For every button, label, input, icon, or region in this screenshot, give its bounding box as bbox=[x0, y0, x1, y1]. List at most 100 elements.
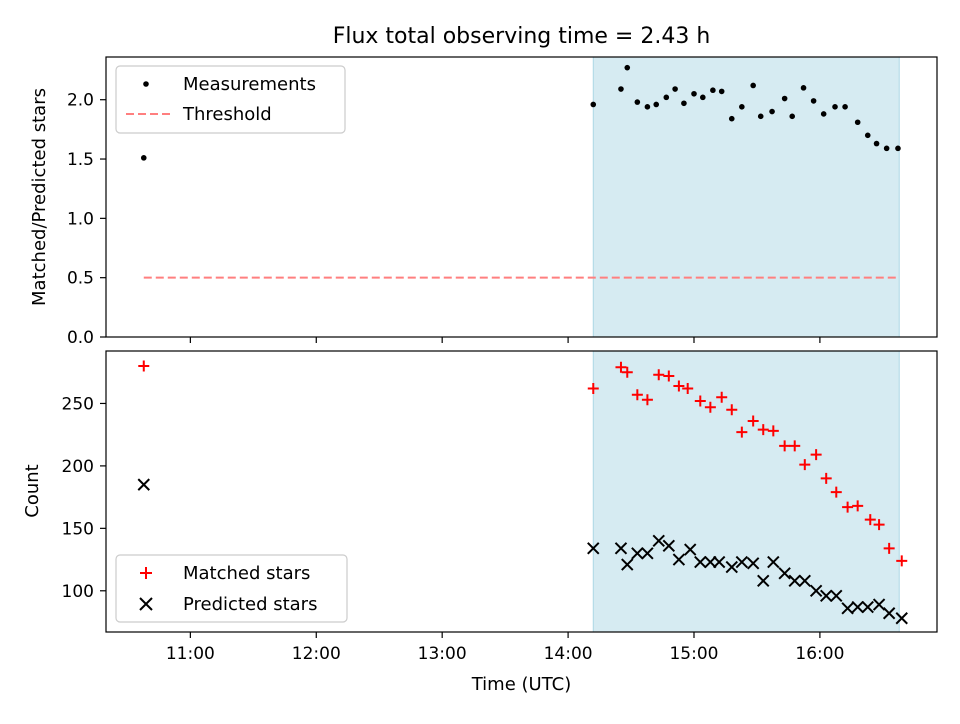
measurement-point bbox=[864, 132, 871, 139]
predicted-star-point bbox=[672, 553, 686, 566]
x-tick-label: 12:00 bbox=[292, 644, 341, 664]
measurement-point bbox=[672, 86, 678, 92]
matched-star-point bbox=[694, 395, 706, 407]
predicted-star-point bbox=[641, 547, 654, 560]
predicted-star-point bbox=[778, 567, 791, 580]
measurement-point bbox=[895, 145, 901, 152]
y-tick-label: 150 bbox=[62, 519, 94, 539]
x-tick-label: 14:00 bbox=[544, 644, 593, 664]
matched-star-point bbox=[653, 369, 665, 381]
predicted-star-point bbox=[704, 555, 717, 569]
predicted-star-point bbox=[631, 547, 644, 560]
observing-span-shade bbox=[592, 350, 900, 633]
predicted-star-point bbox=[735, 555, 749, 569]
matched-star-point bbox=[704, 401, 716, 413]
matched-star-point bbox=[842, 501, 854, 513]
predicted-star-point bbox=[882, 607, 896, 620]
y-tick-label: 200 bbox=[62, 457, 94, 477]
matched-star-point bbox=[820, 472, 832, 484]
matched-star-point bbox=[757, 424, 769, 436]
legend-matched-label: Matched stars bbox=[183, 563, 310, 584]
matched-star-point bbox=[810, 449, 822, 461]
predicted-star-point bbox=[895, 612, 908, 625]
y-tick-label: 1.5 bbox=[67, 150, 94, 170]
bottom-shaded-span bbox=[592, 350, 900, 633]
matched-star-point bbox=[663, 370, 675, 382]
measurement-point bbox=[140, 155, 147, 161]
observing-span-shade bbox=[592, 56, 900, 338]
figure-title: Flux total observing time = 2.43 h bbox=[333, 24, 711, 49]
y-tick-label: 250 bbox=[62, 394, 94, 414]
predicted-star-point bbox=[872, 598, 886, 611]
measurement-point bbox=[750, 82, 756, 89]
predicted-star-point bbox=[798, 574, 812, 588]
y-tick-label: 2.0 bbox=[67, 91, 94, 111]
predicted-star-point bbox=[712, 555, 726, 569]
predicted-star-point bbox=[861, 600, 874, 614]
matched-star-point bbox=[747, 415, 759, 427]
predicted-star-point bbox=[830, 589, 843, 602]
predicted-star-point bbox=[788, 574, 801, 588]
measurement-point bbox=[739, 104, 745, 110]
measurement-point bbox=[691, 90, 697, 97]
measurement-point bbox=[590, 101, 597, 108]
measurement-point bbox=[854, 119, 861, 126]
predicted-star-point bbox=[725, 560, 738, 574]
x-tick-label: 11:00 bbox=[166, 644, 215, 664]
measurement-point bbox=[883, 145, 890, 152]
predicted-star-point bbox=[684, 543, 697, 556]
matched-star-point bbox=[641, 394, 653, 406]
measurement-point bbox=[781, 95, 788, 102]
top-y-axis-label: Matched/Predicted stars bbox=[29, 88, 50, 306]
predicted-stars-points bbox=[137, 478, 908, 625]
top-x-ticks bbox=[189, 337, 821, 343]
matched-star-point bbox=[767, 425, 779, 437]
matched-star-point bbox=[631, 389, 643, 401]
measurement-point bbox=[873, 140, 880, 147]
predicted-star-point bbox=[662, 539, 676, 553]
bottom-legend: Matched stars Predicted stars bbox=[115, 554, 348, 623]
matched-star-point bbox=[779, 440, 791, 452]
bottom-y-axis-label: Count bbox=[22, 464, 43, 517]
measurement-point bbox=[789, 113, 796, 120]
legend-measurements-marker bbox=[143, 81, 149, 87]
matched-star-point bbox=[789, 440, 801, 452]
measurement-point bbox=[800, 85, 807, 91]
x-tick-label: 13:00 bbox=[418, 644, 467, 664]
y-tick-label: 100 bbox=[62, 582, 94, 602]
matched-star-point bbox=[615, 361, 627, 373]
measurement-point bbox=[653, 101, 660, 108]
measurement-point bbox=[663, 94, 670, 101]
matched-star-point bbox=[864, 514, 876, 526]
measurement-point bbox=[718, 88, 725, 95]
measurement-point bbox=[710, 87, 716, 94]
matched-star-point bbox=[682, 382, 694, 394]
predicted-star-point bbox=[757, 574, 770, 588]
measurement-point bbox=[728, 115, 735, 122]
predicted-star-point bbox=[621, 558, 634, 571]
matched-star-point bbox=[138, 360, 150, 372]
matched-star-point bbox=[673, 380, 685, 392]
measurement-point bbox=[700, 94, 706, 101]
measurement-point bbox=[769, 108, 775, 115]
x-tick-label: 15:00 bbox=[669, 644, 718, 664]
matched-star-point bbox=[587, 382, 599, 394]
top-legend-box bbox=[115, 65, 346, 134]
legend-predicted-marker bbox=[139, 597, 153, 611]
legend-predicted-label: Predicted stars bbox=[183, 594, 317, 615]
predicted-star-point bbox=[614, 542, 628, 555]
measurement-point bbox=[634, 99, 641, 105]
bottom-y-ticks: 100 150 200 250 bbox=[62, 394, 106, 602]
matched-stars-points bbox=[138, 360, 908, 567]
measurement-point bbox=[810, 98, 817, 104]
y-tick-label: 0.0 bbox=[67, 328, 94, 348]
measurement-point bbox=[832, 104, 838, 110]
matched-star-point bbox=[883, 542, 895, 554]
bottom-legend-box bbox=[115, 554, 348, 623]
legend-matched-marker bbox=[140, 567, 152, 579]
legend-threshold-label: Threshold bbox=[182, 104, 272, 125]
predicted-star-point bbox=[746, 557, 760, 570]
predicted-star-point bbox=[137, 478, 150, 491]
y-tick-label: 0.5 bbox=[67, 269, 94, 289]
